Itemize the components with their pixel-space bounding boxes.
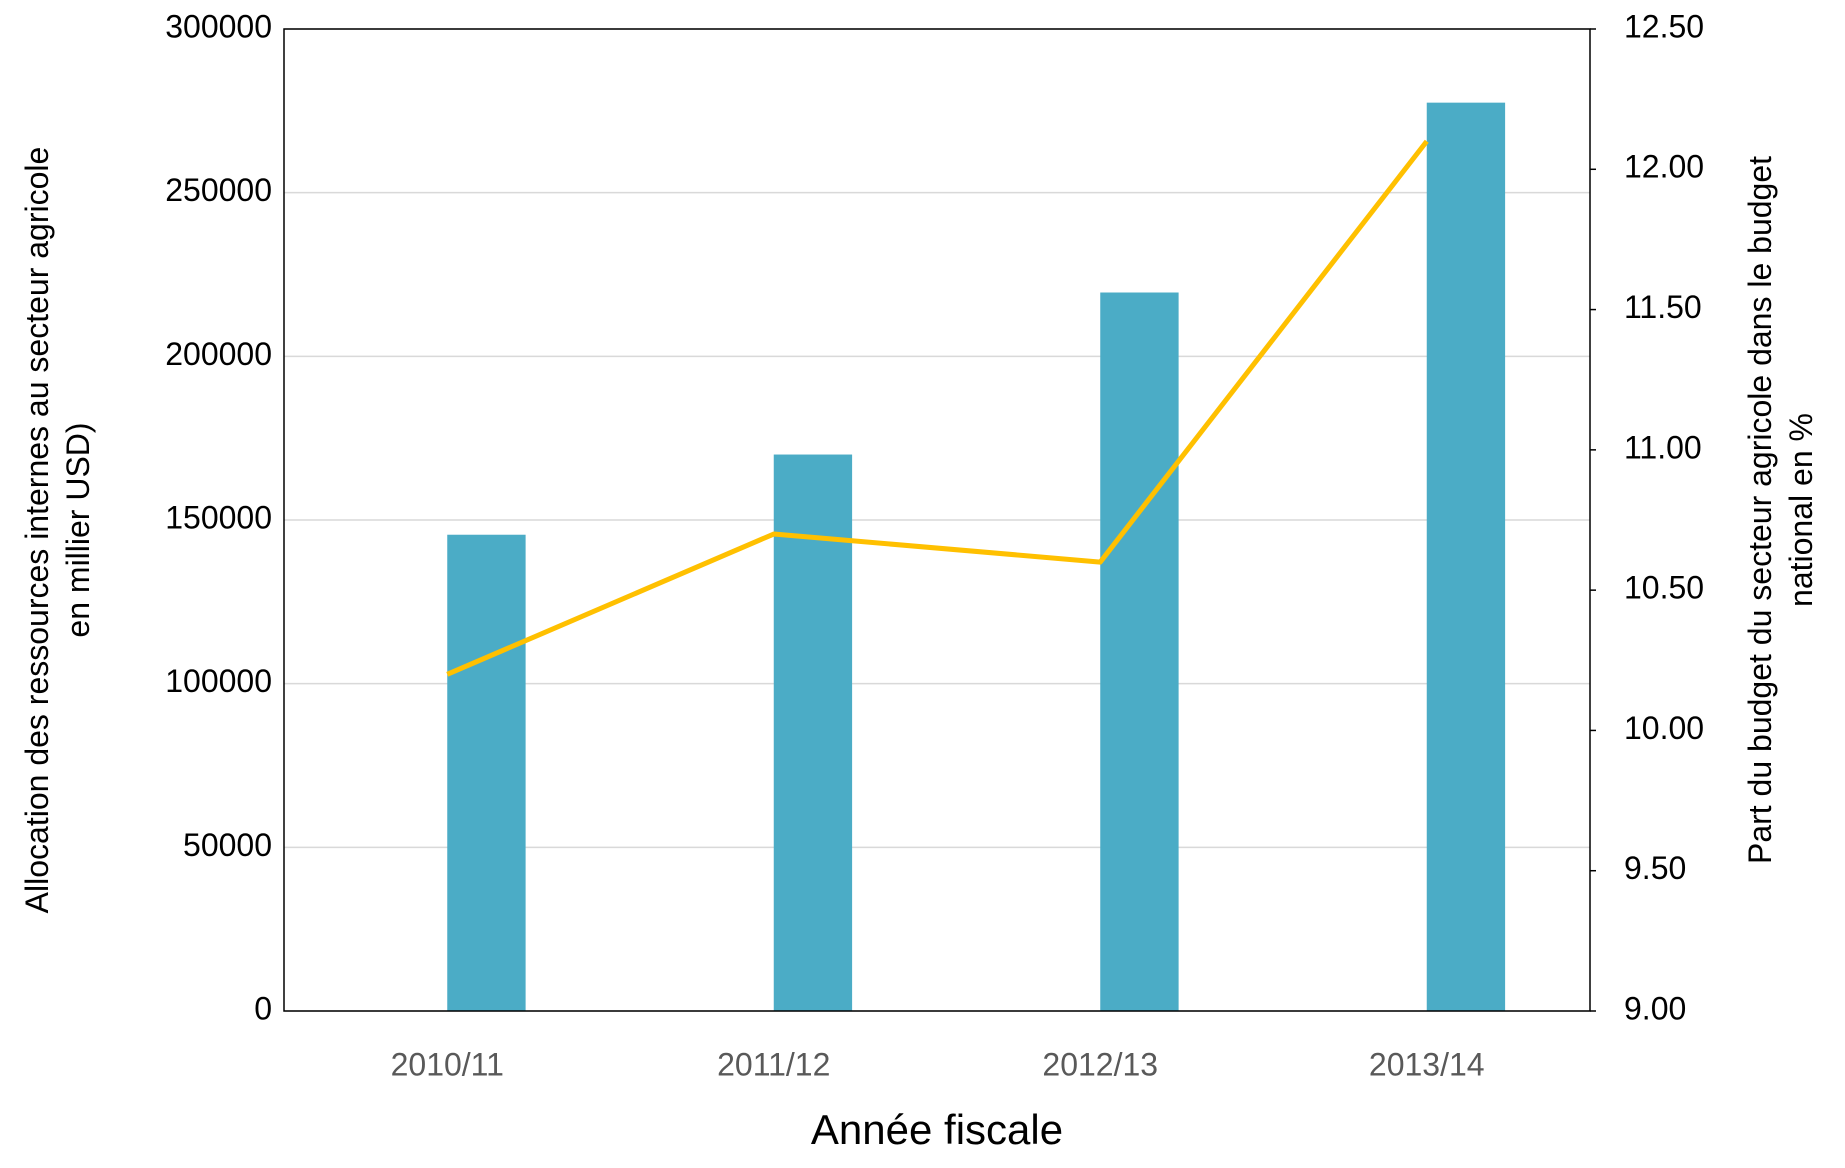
bar [1100,292,1179,1012]
y-tick-label: 50000 [183,827,272,863]
y2-tick-label: 12.00 [1624,149,1704,185]
y-tick-label: 100000 [165,663,272,699]
bar [1426,102,1506,1011]
y2-tick-label: 9.00 [1624,990,1686,1026]
y-tick-label: 150000 [165,499,272,535]
y2-axis-title: Part du budget du secteur agricole dans … [1742,156,1819,864]
y-tick-label: 0 [254,990,272,1026]
bar [773,454,853,1011]
y2-axis-title-line: national en % [1783,413,1819,607]
x-tick-label: 2012/13 [1042,1046,1158,1082]
bar [447,534,526,1011]
y2-tick-label: 12.50 [1624,8,1704,44]
y-tick-label: 300000 [165,8,272,44]
y2-tick-label: 10.50 [1624,570,1704,606]
y-axis-title: Allocation des ressources internes au se… [19,147,96,914]
line [446,139,1429,677]
y2-axis-title-line: Part du budget du secteur agricole dans … [1742,156,1778,864]
x-tick-label: 2011/12 [717,1046,830,1082]
plot-frame [283,28,1591,1012]
y-tick-label: 250000 [165,172,272,208]
y2-tick-label: 9.50 [1624,850,1686,886]
y2-tick-label: 11.50 [1624,289,1702,325]
y2-tick-label: 11.00 [1624,429,1702,465]
y-axis-title-line: en millier USD) [60,422,96,637]
x-axis-title: Année fiscale [811,1106,1063,1153]
x-tick-label: 2013/14 [1369,1046,1485,1082]
y-tick-label: 200000 [165,336,272,372]
y2-tick-label: 10.00 [1624,710,1704,746]
x-tick-label: 2010/11 [391,1046,504,1082]
y-axis-title-line: Allocation des ressources internes au se… [19,147,55,914]
